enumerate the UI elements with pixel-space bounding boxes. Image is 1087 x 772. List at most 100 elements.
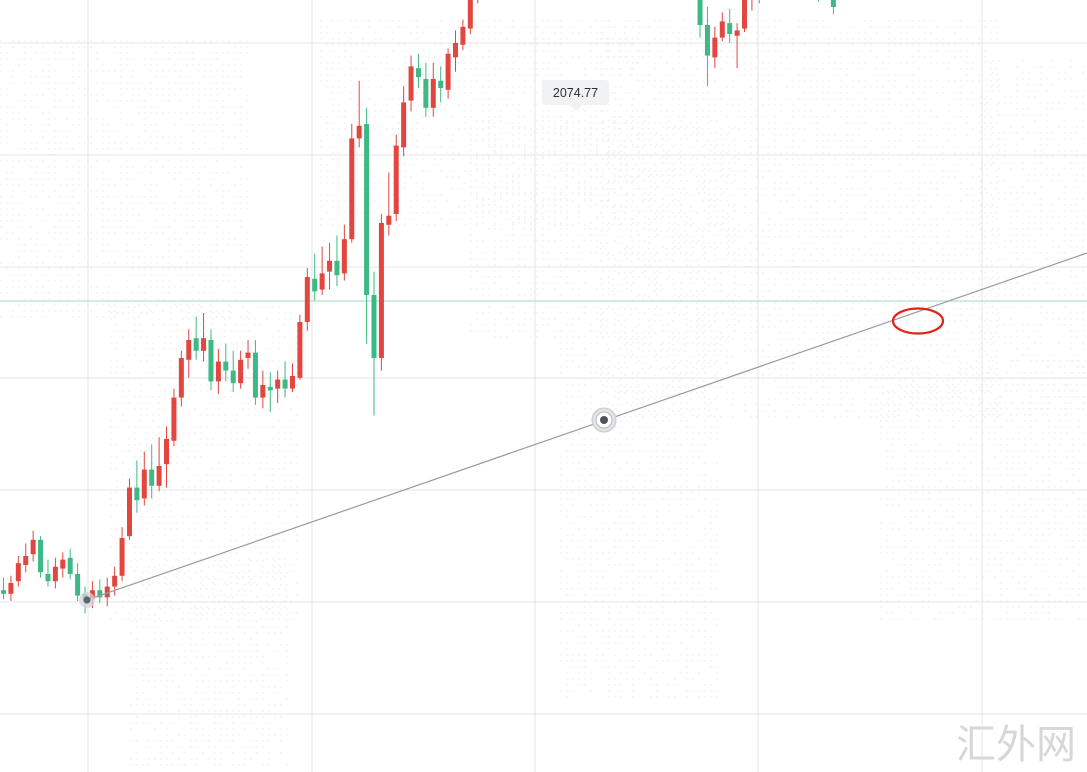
candle-down [438,66,444,103]
candle-body [289,375,295,389]
candle-body [104,586,110,598]
candle-body [67,557,73,574]
candle-body [453,42,459,58]
candle-down [267,372,273,412]
candle-up [126,478,132,540]
candle-down [818,0,820,2]
candle-up [378,213,384,371]
peak-price-tag: 2074.77 [542,80,609,111]
candle-body [334,260,340,276]
candle-body [319,273,325,290]
candle-down [208,329,214,391]
candle-body [245,352,251,358]
candle-up [467,0,473,34]
candle-down [193,316,199,360]
candle-up [477,0,479,4]
candle-up [156,437,162,492]
candle-down [423,62,429,117]
candle-down [334,235,340,286]
candle-body [371,294,377,358]
candle-body [230,370,236,384]
candle-body [349,138,355,240]
candle-body [1,590,6,594]
candle-body [467,0,473,29]
candle-down [134,460,140,513]
candle-body [430,78,436,108]
candle-up [289,363,295,393]
candle-body [260,384,266,398]
candle-down [97,579,103,603]
candle-down [727,8,733,43]
candle-body [208,339,214,382]
candle-down [1,577,6,600]
candle-body [149,469,155,486]
world-map-background [0,20,1086,766]
candle-body [386,215,392,225]
map-dot-pattern [0,20,1086,766]
candle-body [238,359,244,384]
candle-body [156,465,162,486]
candle-up [297,314,303,380]
candle-up [30,530,36,562]
candle-up [430,62,436,117]
candle-up [401,86,407,157]
candle-body [141,469,147,499]
candle-up [23,543,29,573]
candle-up [445,48,451,99]
candle-down [830,0,836,15]
trendline-anchor-middle[interactable] [591,407,617,433]
candle-up [260,370,266,409]
candle-body [275,379,281,389]
candle-body [201,338,207,351]
candle-down [230,350,236,393]
candle-up [178,350,184,407]
candle-body [401,102,407,148]
candle-body [356,125,362,139]
candle-up [275,370,281,403]
candle-up [460,19,466,51]
candle-body [742,0,747,29]
candle-down [38,536,44,578]
candle-up [327,242,333,290]
candle-body [60,559,66,569]
candle-up [734,23,740,69]
candle-up [408,55,414,112]
candle-body [719,21,725,38]
candle-up [386,172,392,236]
candle-body [178,357,184,398]
candle-down [704,6,710,87]
candle-up [186,329,192,378]
candle-up [453,30,459,72]
candle-up [201,312,207,362]
candle-up [742,0,747,33]
candle-body [423,78,429,108]
candle-up [341,224,347,281]
candle-body [727,23,733,34]
candle-up [319,246,325,295]
candle-body [460,26,466,45]
candle-up [238,350,244,389]
candle-body [97,590,103,598]
candle-body [193,338,199,351]
candle-body [45,573,51,582]
candle-body [304,276,310,322]
candle-body [215,361,221,382]
candle-up [52,557,58,589]
candle-body [697,0,703,25]
candle-body [364,123,370,295]
candle-body [408,66,414,101]
candle-body [164,438,170,465]
candle-up [15,555,21,587]
candle-body [830,0,836,7]
support-trendline[interactable] [86,252,1087,601]
candle-down [697,0,703,38]
candle-body [171,397,177,441]
candle-down [282,361,288,398]
candle-up [164,426,170,488]
trendline-anchor-start[interactable] [79,592,95,608]
candle-up [60,552,66,578]
candle-up [304,267,310,331]
candle-down [312,253,318,301]
